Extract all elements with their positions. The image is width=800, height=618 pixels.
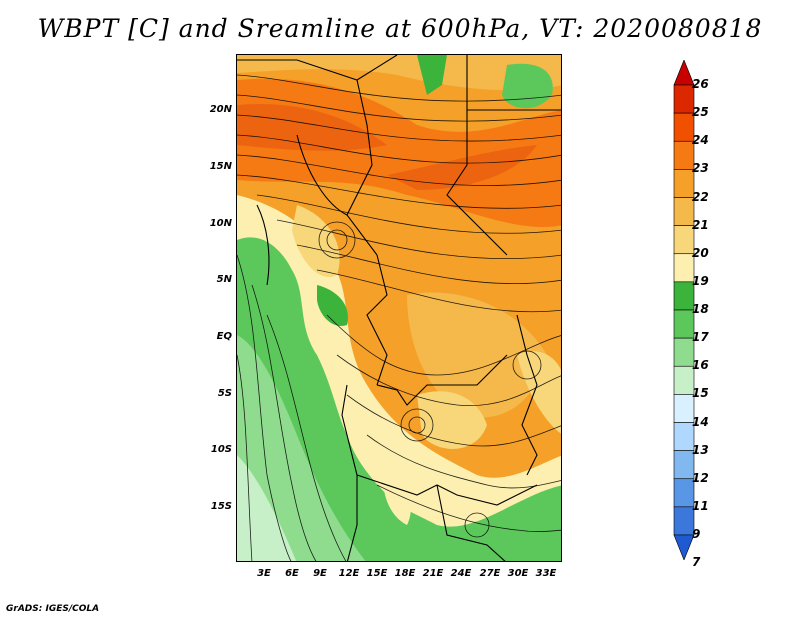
colorbar bbox=[673, 60, 695, 560]
map-panel bbox=[236, 54, 562, 562]
colorbar-label: 15 bbox=[692, 386, 709, 401]
colorbar-label: 22 bbox=[692, 189, 709, 204]
y-axis-label: EQ bbox=[216, 331, 232, 342]
colorbar-label: 21 bbox=[692, 217, 709, 232]
x-axis-label: 33E bbox=[535, 568, 557, 579]
colorbar-label: 7 bbox=[692, 555, 701, 570]
footer-credit: GrADS: IGES/COLA bbox=[6, 604, 100, 614]
colorbar-segment bbox=[673, 450, 695, 480]
colorbar-segment bbox=[673, 281, 695, 311]
colorbar-segment bbox=[673, 225, 695, 255]
colorbar-segment bbox=[673, 84, 695, 114]
map-title: WBPT [C] and Sreamline at 600hPa, VT: 20… bbox=[37, 14, 763, 43]
x-axis-label: 15E bbox=[366, 568, 388, 579]
colorbar-segment bbox=[673, 309, 695, 339]
colorbar-label: 17 bbox=[692, 330, 709, 345]
y-axis-label: 10S bbox=[210, 444, 232, 455]
x-axis-label: 27E bbox=[479, 568, 501, 579]
x-axis-label: 21E bbox=[422, 568, 444, 579]
colorbar-segment bbox=[673, 197, 695, 226]
colorbar-label: 20 bbox=[692, 245, 709, 260]
colorbar-label: 12 bbox=[692, 470, 709, 485]
colorbar-segment bbox=[673, 365, 695, 395]
colorbar-label: 23 bbox=[692, 161, 709, 176]
colorbar-label: 25 bbox=[692, 105, 709, 120]
y-axis-label: 5N bbox=[216, 274, 232, 285]
x-axis-label: 24E bbox=[450, 568, 472, 579]
colorbar-segment bbox=[673, 169, 695, 198]
y-axis-label: 20N bbox=[209, 104, 232, 115]
colorbar-segment bbox=[673, 394, 695, 423]
colorbar-label: 11 bbox=[692, 498, 709, 513]
colorbar-label: 16 bbox=[692, 358, 709, 373]
y-axis-label: 15N bbox=[209, 161, 232, 172]
colorbar-segment bbox=[673, 534, 695, 560]
colorbar-segment bbox=[673, 253, 695, 283]
x-axis-label: 30E bbox=[507, 568, 529, 579]
colorbar-label: 14 bbox=[692, 414, 709, 429]
colorbar-segment bbox=[673, 478, 695, 508]
colorbar-segment bbox=[673, 422, 695, 451]
colorbar-label: 18 bbox=[692, 302, 709, 316]
x-axis-label: 9E bbox=[313, 568, 327, 579]
x-axis-label: 18E bbox=[394, 568, 416, 579]
x-axis-label: 3E bbox=[257, 568, 271, 579]
x-axis-label: 6E bbox=[285, 568, 299, 579]
y-axis-label: 15S bbox=[210, 501, 232, 512]
x-axis-label: 12E bbox=[338, 568, 360, 579]
colorbar-segment bbox=[673, 140, 695, 170]
colorbar-segment bbox=[673, 112, 695, 142]
y-axis-label: 10N bbox=[209, 218, 232, 229]
colorbar-segment bbox=[673, 337, 695, 367]
colorbar-label: 26 bbox=[692, 77, 709, 91]
colorbar-label: 24 bbox=[692, 133, 709, 148]
colorbar-label: 13 bbox=[692, 442, 709, 457]
y-axis-label: 5S bbox=[217, 388, 232, 399]
colorbar-label: 9 bbox=[692, 527, 701, 541]
colorbar-label: 19 bbox=[692, 273, 709, 288]
colorbar-segment bbox=[673, 60, 695, 86]
colorbar-segment bbox=[673, 506, 695, 536]
wbpt-field bbox=[237, 55, 561, 561]
